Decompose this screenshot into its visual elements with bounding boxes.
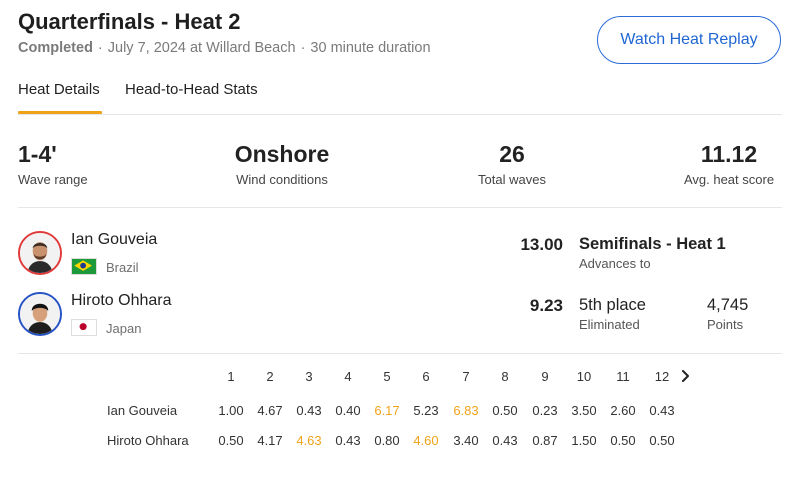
wave-score-cell: 4.17 <box>257 433 283 448</box>
active-tab-indicator <box>18 111 102 114</box>
wave-score-cell: 4.63 <box>296 433 322 448</box>
surfer-name-ian-gouveia[interactable]: Ian Gouveia <box>71 231 158 248</box>
wave-column-number: 12 <box>654 369 670 384</box>
wave-column-number: 2 <box>266 369 274 384</box>
avatar-hiroto-ohhara[interactable] <box>18 292 62 336</box>
surfer-country: Japan <box>106 321 142 336</box>
heat-date-location: July 7, 2024 at Willard Beach <box>107 40 296 56</box>
japan-flag-icon <box>71 319 97 336</box>
wave-score-cell: 3.40 <box>453 433 479 448</box>
wave-column-number: 3 <box>305 369 313 384</box>
wave-column-number: 5 <box>383 369 391 384</box>
wave-column-number: 1 <box>227 369 235 384</box>
wave-score-cell: 0.43 <box>492 433 518 448</box>
wave-score-cell: 0.43 <box>335 433 361 448</box>
stat-avg-heat-score: 11.12 Avg. heat score <box>683 141 775 187</box>
points-label: Points <box>707 317 744 332</box>
heat-duration: 30 minute duration <box>310 40 431 56</box>
wave-score-cell: 5.23 <box>413 403 439 418</box>
wave-score-cell: 0.50 <box>649 433 675 448</box>
wave-column-number: 4 <box>344 369 352 384</box>
stats-divider <box>18 207 782 208</box>
wave-score-cell: 6.83 <box>453 403 479 418</box>
surfer-name-hiroto-ohhara[interactable]: Hiroto Ohhara <box>71 292 172 309</box>
wave-score-cell: 1.50 <box>571 433 597 448</box>
wave-score-cell: 2.60 <box>610 403 636 418</box>
wave-score-cell: 0.87 <box>532 433 558 448</box>
wave-score-cell: 0.43 <box>649 403 675 418</box>
wave-score-cell: 0.43 <box>296 403 322 418</box>
wave-score-cell: 0.50 <box>218 433 244 448</box>
wave-row-surfer-name: Ian Gouveia <box>107 403 178 418</box>
wave-score-cell: 1.00 <box>218 403 244 418</box>
chevron-right-icon[interactable] <box>678 368 694 384</box>
wave-score-cell: 3.50 <box>571 403 597 418</box>
heat-status: Completed <box>18 40 93 56</box>
watch-heat-replay-button[interactable]: Watch Heat Replay <box>597 16 781 64</box>
result-status: Eliminated <box>579 317 640 332</box>
wave-score-cell: 0.50 <box>610 433 636 448</box>
wave-row-surfer-name: Hiroto Ohhara <box>107 433 189 448</box>
tabs-divider <box>18 114 782 115</box>
wave-score-cell: 0.40 <box>335 403 361 418</box>
stat-wave-range: 1-4' Wave range <box>18 141 88 187</box>
page-title: Quarterfinals - Heat 2 <box>18 9 241 34</box>
surfer-country: Brazil <box>106 260 139 275</box>
wave-score-cell: 6.17 <box>374 403 400 418</box>
wave-column-number: 7 <box>462 369 470 384</box>
wave-column-number: 8 <box>501 369 509 384</box>
brazil-flag-icon <box>71 258 97 275</box>
stat-wind-conditions: Onshore Wind conditions <box>234 141 330 187</box>
surfer-heat-score: 13.00 <box>520 235 563 254</box>
surfers-divider <box>18 353 782 354</box>
heat-meta: Completed · July 7, 2024 at Willard Beach ·… <box>18 40 431 56</box>
avatar-ian-gouveia[interactable] <box>18 231 62 275</box>
wave-column-number: 9 <box>541 369 549 384</box>
wave-score-cell: 0.80 <box>374 433 400 448</box>
wave-column-number: 11 <box>616 369 630 384</box>
tab-heat-details[interactable]: Heat Details <box>18 81 100 98</box>
tab-head-to-head-stats[interactable]: Head-to-Head Stats <box>125 81 258 98</box>
wave-column-number: 6 <box>422 369 430 384</box>
surfer-heat-score: 9.23 <box>529 296 563 315</box>
surfer-portrait-icon <box>20 233 60 273</box>
result-status: Advances to <box>579 256 651 271</box>
surfer-points: 4,745 <box>707 296 749 314</box>
result-placement: 5th place <box>579 296 646 314</box>
wave-column-number: 10 <box>576 369 592 384</box>
wave-score-cell: 0.23 <box>532 403 558 418</box>
wave-score-cell: 4.67 <box>257 403 283 418</box>
stat-total-waves: 26 Total waves <box>478 141 546 187</box>
result-advances-heat[interactable]: Semifinals - Heat 1 <box>579 235 726 253</box>
wave-score-cell: 4.60 <box>413 433 439 448</box>
wave-score-cell: 0.50 <box>492 403 518 418</box>
surfer-portrait-icon <box>20 294 60 334</box>
